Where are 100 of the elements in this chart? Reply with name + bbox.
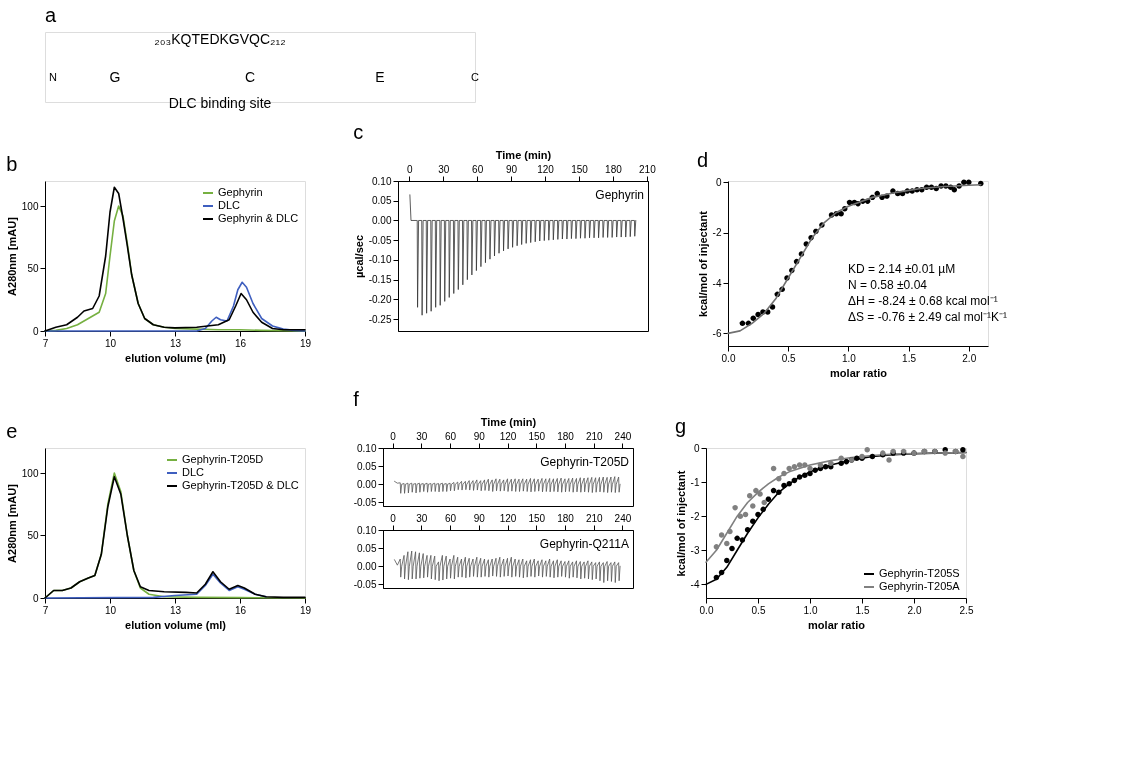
y-tick-label: -0.20 <box>368 293 392 305</box>
x-tick-label: 210 <box>639 163 657 175</box>
x-tick-label: 210 <box>585 430 604 442</box>
text: N <box>49 71 58 83</box>
x-tick-label: 7 <box>42 604 49 616</box>
x-tick-label: 1.5 <box>902 352 917 364</box>
x-tick-label: 60 <box>444 430 457 442</box>
y-tick-label: 100 <box>21 467 39 479</box>
y-tick-label: 0 <box>32 325 39 337</box>
x-tick-label: 7 <box>42 337 49 349</box>
x-tick-label: 1.5 <box>855 604 870 616</box>
y-tick-label: 0.10 <box>357 442 377 454</box>
chart-title: d <box>697 149 709 172</box>
text: DLC binding site <box>168 95 272 111</box>
x-tick-label: 30 <box>438 163 450 175</box>
text: C <box>471 71 480 83</box>
x-tick-label: 2.0 <box>907 604 922 616</box>
annotation: KD = 2.14 ±0.01 µM <box>848 262 956 276</box>
x-tick-label: 240 <box>614 512 632 524</box>
y-tick-label: -3 <box>690 544 700 556</box>
legend-label: Gephyrin <box>218 186 263 198</box>
x-axis-title: molar ratio <box>830 366 888 379</box>
legend-label: Gephyrin-T205D & DLC <box>182 479 299 491</box>
x-tick-label: 210 <box>585 512 604 524</box>
text: ₂₀₃KQTEDKGVQC₂₁₂ <box>154 31 286 47</box>
y-tick-label: 0 <box>693 442 700 454</box>
x-tick-label: 1.0 <box>841 352 857 364</box>
x-axis-title: elution volume (ml) <box>125 351 227 364</box>
x-tick-label: 120 <box>499 512 517 524</box>
x-tick-label: 0.5 <box>751 604 766 616</box>
x-tick-label: 120 <box>537 163 555 175</box>
x-tick-label: 16 <box>234 337 247 349</box>
x-tick-label: 60 <box>444 512 457 524</box>
y-tick-label: -4 <box>712 277 722 289</box>
y-tick-label: 0.10 <box>357 524 377 536</box>
chart-title: f <box>353 388 360 410</box>
y-tick-label: 0.05 <box>372 195 392 207</box>
y-tick-label: -2 <box>690 510 700 522</box>
x-tick-label: 90 <box>506 163 518 175</box>
x-tick-label: 0.0 <box>721 352 736 364</box>
x-tick-label: 150 <box>528 430 546 442</box>
y-tick-label: 50 <box>27 530 39 541</box>
y-tick-label: -2 <box>712 227 722 239</box>
text: C <box>244 69 256 85</box>
x-tick-label: 240 <box>614 430 632 442</box>
x-tick-label: 0.5 <box>781 352 797 364</box>
legend-label: DLC <box>182 466 205 478</box>
x-tick-label: 19 <box>299 337 312 349</box>
x-axis-title: molar ratio <box>808 618 866 631</box>
y-tick-label: -4 <box>690 578 700 590</box>
annotation: Gephyrin <box>595 188 644 202</box>
x-tick-label: 180 <box>557 430 575 442</box>
y-axis-title: A280nm [mAU] <box>5 216 18 296</box>
y-tick-label: -0.25 <box>368 313 392 325</box>
x-tick-label: 2.0 <box>962 352 977 364</box>
x-tick-label: 1.0 <box>803 604 818 616</box>
annotation: N = 0.58 ±0.04 <box>848 278 928 292</box>
legend-label: Gephyrin & DLC <box>218 212 299 224</box>
legend-label: Gephyrin-T205S <box>879 567 960 579</box>
x-tick-label: 90 <box>473 512 486 524</box>
y-tick-label: 0.05 <box>357 460 377 472</box>
y-tick-label: 0.10 <box>372 175 392 187</box>
y-axis-title: kcal/mol of injectant <box>696 210 709 317</box>
x-tick-label: 180 <box>605 163 623 175</box>
text: G <box>109 69 121 85</box>
y-tick-label: 0.00 <box>357 478 377 490</box>
x-axis-title: Time (min) <box>480 415 537 428</box>
y-tick-label: -0.10 <box>368 254 392 266</box>
y-tick-label: 0 <box>32 592 39 604</box>
legend-label: Gephyrin-T205A <box>879 580 961 592</box>
y-tick-label: 0.00 <box>372 214 392 226</box>
annotation: ΔS = -0.76 ± 2.49 cal mol⁻¹K⁻¹ <box>848 310 1007 324</box>
y-tick-label: 0 <box>715 176 722 188</box>
chart-title: g <box>675 415 687 437</box>
annotation: Gephyrin-Q211A <box>539 537 629 551</box>
y-tick-label: 0.00 <box>357 560 377 572</box>
x-tick-label: 2.5 <box>959 604 974 616</box>
x-tick-label: 180 <box>557 512 575 524</box>
x-tick-label: 10 <box>104 337 117 349</box>
chart-title: c <box>353 121 364 143</box>
y-tick-label: 100 <box>21 200 39 212</box>
x-tick-label: 0.0 <box>699 604 714 616</box>
x-tick-label: 150 <box>528 512 546 524</box>
x-axis-title: Time (min) <box>495 148 552 161</box>
x-tick-label: 0 <box>407 163 414 175</box>
x-tick-label: 60 <box>472 163 484 175</box>
text: a <box>45 4 57 26</box>
y-axis-title: A280nm [mAU] <box>5 483 18 563</box>
x-tick-label: 19 <box>299 604 312 616</box>
legend-label: DLC <box>218 199 241 211</box>
x-tick-label: 30 <box>416 512 428 524</box>
text: E <box>375 69 385 85</box>
y-tick-label: -0.15 <box>368 274 392 286</box>
y-tick-label: -0.05 <box>368 234 392 246</box>
y-tick-label: -0.05 <box>353 496 377 508</box>
y-tick-label: -0.05 <box>353 578 377 590</box>
x-tick-label: 30 <box>416 430 428 442</box>
y-axis-title: µcal/sec <box>352 234 365 279</box>
x-tick-label: 120 <box>499 430 517 442</box>
x-tick-label: 150 <box>571 163 589 175</box>
